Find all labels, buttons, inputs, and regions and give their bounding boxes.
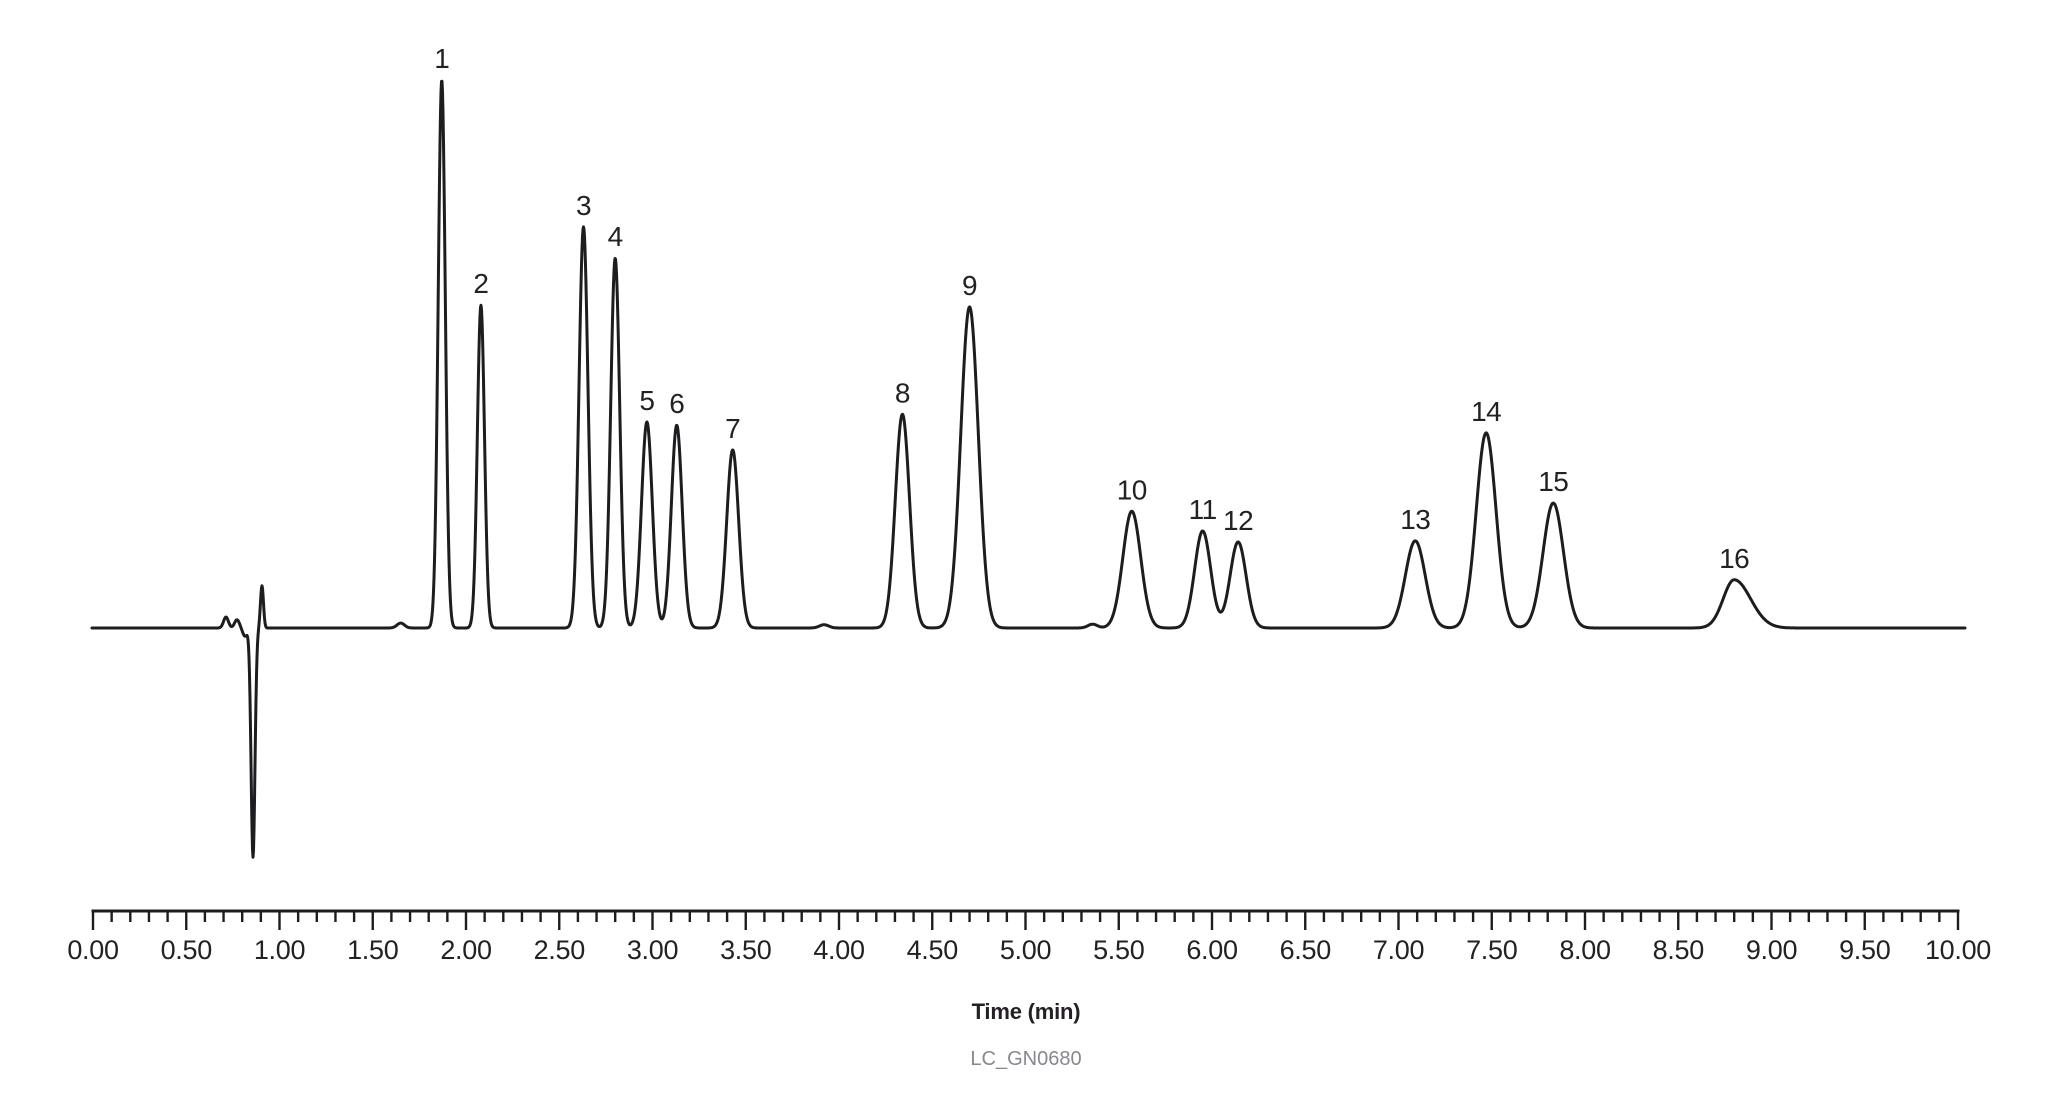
- axis-tick-label: 7.50: [1466, 935, 1517, 965]
- axis-tick-label: 6.50: [1280, 935, 1331, 965]
- axis-tick-label: 10.00: [1925, 935, 1991, 965]
- peak-label: 2: [473, 268, 488, 299]
- axis-tick-label: 6.00: [1186, 935, 1237, 965]
- peak-label: 9: [962, 270, 977, 301]
- axis-tick-label: 2.50: [534, 935, 585, 965]
- peak-label: 11: [1189, 494, 1217, 525]
- axis-tick-label: 2.00: [440, 935, 491, 965]
- peak-label: 3: [576, 190, 591, 221]
- peak-label: 14: [1471, 396, 1501, 427]
- peak-label: 10: [1117, 474, 1147, 505]
- axis-tick-label: 5.00: [1000, 935, 1051, 965]
- axis-tick-label: 4.50: [907, 935, 958, 965]
- peak-label: 13: [1400, 504, 1430, 535]
- axis-tick-label: 1.50: [347, 935, 398, 965]
- axis-tick-label: 4.00: [813, 935, 864, 965]
- x-axis-title: Time (min): [971, 999, 1081, 1024]
- axis-tick-label: 9.50: [1839, 935, 1890, 965]
- peak-label: 15: [1538, 466, 1568, 497]
- chromatogram-trace: [90, 79, 1967, 859]
- axis-tick-label: 8.00: [1559, 935, 1610, 965]
- axis-tick-label: 8.50: [1653, 935, 1704, 965]
- peak-label: 16: [1719, 543, 1749, 574]
- time-axis: 0.00 0.50 1.00 1.50 2.00 2.50 3.00 3.50 4.00 4.50…: [67, 909, 1991, 965]
- axis-tick-label: 0.50: [161, 935, 212, 965]
- peak-label: 8: [895, 377, 910, 408]
- peak-label: 6: [669, 388, 684, 419]
- axis-tick-label: 5.50: [1093, 935, 1144, 965]
- axis-tick-label: 3.00: [627, 935, 678, 965]
- axis-tick-label: 7.00: [1373, 935, 1424, 965]
- peak-label: 1: [434, 43, 449, 74]
- axis-tick-label: 9.00: [1746, 935, 1797, 965]
- peak-label: 7: [725, 413, 740, 444]
- axis-tick-label: 0.00: [67, 935, 118, 965]
- peak-label: 12: [1223, 505, 1253, 536]
- axis-tick-label: 3.50: [720, 935, 771, 965]
- figure-caption: LC_GN0680: [970, 1048, 1082, 1070]
- peak-label: 5: [639, 385, 654, 416]
- peak-label: 4: [608, 221, 623, 252]
- axis-tick-label: 1.00: [254, 935, 305, 965]
